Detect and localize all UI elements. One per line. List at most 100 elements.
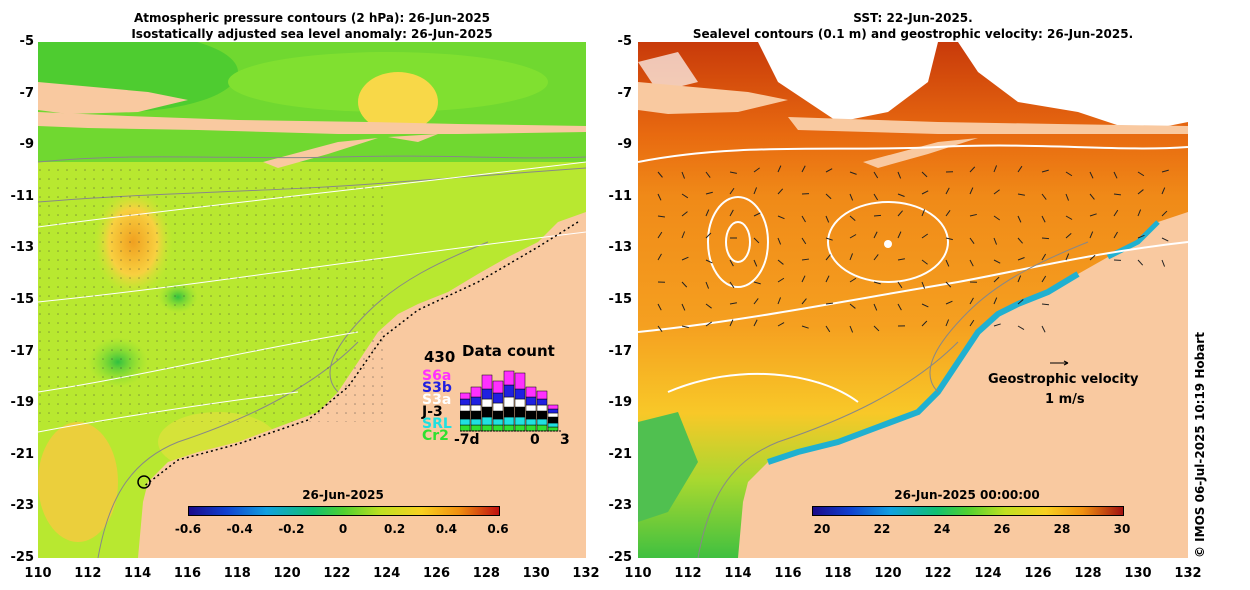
right-xtick-9: 128 [1074,566,1102,581]
velocity-arrow [1161,187,1166,195]
mission-j3: J-3 [422,404,443,420]
left-xtick-2: 114 [124,566,152,581]
velocity-arrow [1017,237,1023,244]
left-ytick-4: -13 [10,240,35,256]
velocity-arrow [657,253,662,261]
right-ytick-4: -13 [608,240,633,256]
velocity-arrow [1041,325,1046,333]
hist-segment [503,396,515,408]
right-xtick-7: 124 [974,566,1002,581]
data-count-max: 430 [424,348,456,366]
velocity-arrow [729,259,734,267]
velocity-arrow [777,188,784,195]
velocity-arrow [705,232,712,239]
left-title-line1: Atmospheric pressure contours (2 hPa): 2… [133,11,491,25]
hist-segment [503,370,515,386]
velocity-arrow [1089,171,1094,179]
velocity-arrow [1065,215,1073,220]
hist-segment [547,422,559,428]
hist-segment [492,380,504,394]
velocity-arrow [1161,210,1168,217]
velocity-arrow [849,234,857,239]
velocity-arrow [681,256,689,261]
velocity-arrow [777,297,782,305]
velocity-arrow [945,237,953,241]
hist-segment [547,412,559,418]
velocity-arrow [969,213,977,217]
velocity-arrow [1065,253,1070,261]
left-ytick-2: -9 [19,137,34,153]
velocity-arrow [897,303,902,311]
velocity-arrow [1089,193,1095,200]
velocity-arrow [849,277,857,283]
hist-segment [525,424,537,432]
velocity-arrow [945,259,950,267]
velocity-arrow [1017,193,1025,196]
velocity-arrow [993,323,1001,327]
velocity-arrow [873,281,881,285]
velocity-arrow [993,215,1001,221]
right-ytick-9: -23 [608,498,633,514]
velocity-arrow [1017,257,1025,261]
velocity-arrow [729,171,737,174]
hist-segment [481,416,493,426]
right-ytick-6: -17 [608,343,633,359]
velocity-arrow [1041,303,1050,306]
sla-cbar-label-2: -0.2 [278,522,305,536]
velocity-arrow [921,171,928,178]
velocity-legend-scale: 1 m/s [1045,392,1085,407]
left-ytick-10: -25 [10,550,35,565]
hist-segment [481,388,493,400]
hist-segment [514,416,526,426]
velocity-arrow [873,214,882,217]
velocity-arrow [801,275,806,283]
velocity-legend-title: Geostrophic velocity [988,372,1139,387]
hist-segment [514,406,526,418]
velocity-arrow [1017,325,1025,331]
sst-cbar-label-3: 26 [993,522,1011,536]
velocity-arrow [753,187,758,195]
velocity-arrow [705,171,711,178]
left-xtick-9: 128 [472,566,500,581]
right-xtick-2: 114 [724,566,752,581]
sla-colorbar [188,506,500,516]
sla-cbar-label-6: 0.6 [487,522,509,536]
velocity-arrow [777,215,785,220]
velocity-arrow [921,259,928,265]
right-xtick-6: 122 [924,566,952,581]
hist-segment [525,396,537,406]
velocity-arrow [825,215,830,223]
velocity-arrow [1065,193,1070,201]
velocity-arrow [993,259,1001,264]
velocity-arrow [1041,193,1047,200]
velocity-arrow [969,166,976,173]
velocity-arrow [1137,259,1144,266]
left-ytick-0: -5 [19,34,34,49]
velocity-arrow [993,276,1000,283]
left-xtick-4: 118 [223,566,251,581]
velocity-arrow [825,275,830,283]
velocity-arrow [1089,231,1094,239]
left-ytick-1: -7 [19,85,34,101]
velocity-arrow [729,187,735,195]
velocity-arrow [945,281,952,288]
sla-cbar-label-0: -0.6 [174,522,202,536]
velocity-arrow [873,171,879,179]
velocity-arrow [729,281,735,289]
velocity-arrow [921,320,928,327]
right-xtick-8: 126 [1024,566,1052,581]
velocity-arrow [1113,193,1122,196]
velocity-arrow [1137,209,1142,217]
data-count-title: Data count [462,342,555,360]
velocity-arrow [681,325,689,329]
velocity-arrow [1041,237,1050,240]
sla-map [38,42,586,558]
velocity-arrow [849,325,854,333]
dc-axis-end: 3 [560,432,570,448]
velocity-arrow [921,281,926,289]
hist-segment [514,372,526,390]
right-xtick-0: 110 [624,566,652,581]
velocity-arrow [969,297,974,305]
left-colorbar-title: 26-Jun-2025 [302,488,384,502]
velocity-arrow [873,325,880,332]
